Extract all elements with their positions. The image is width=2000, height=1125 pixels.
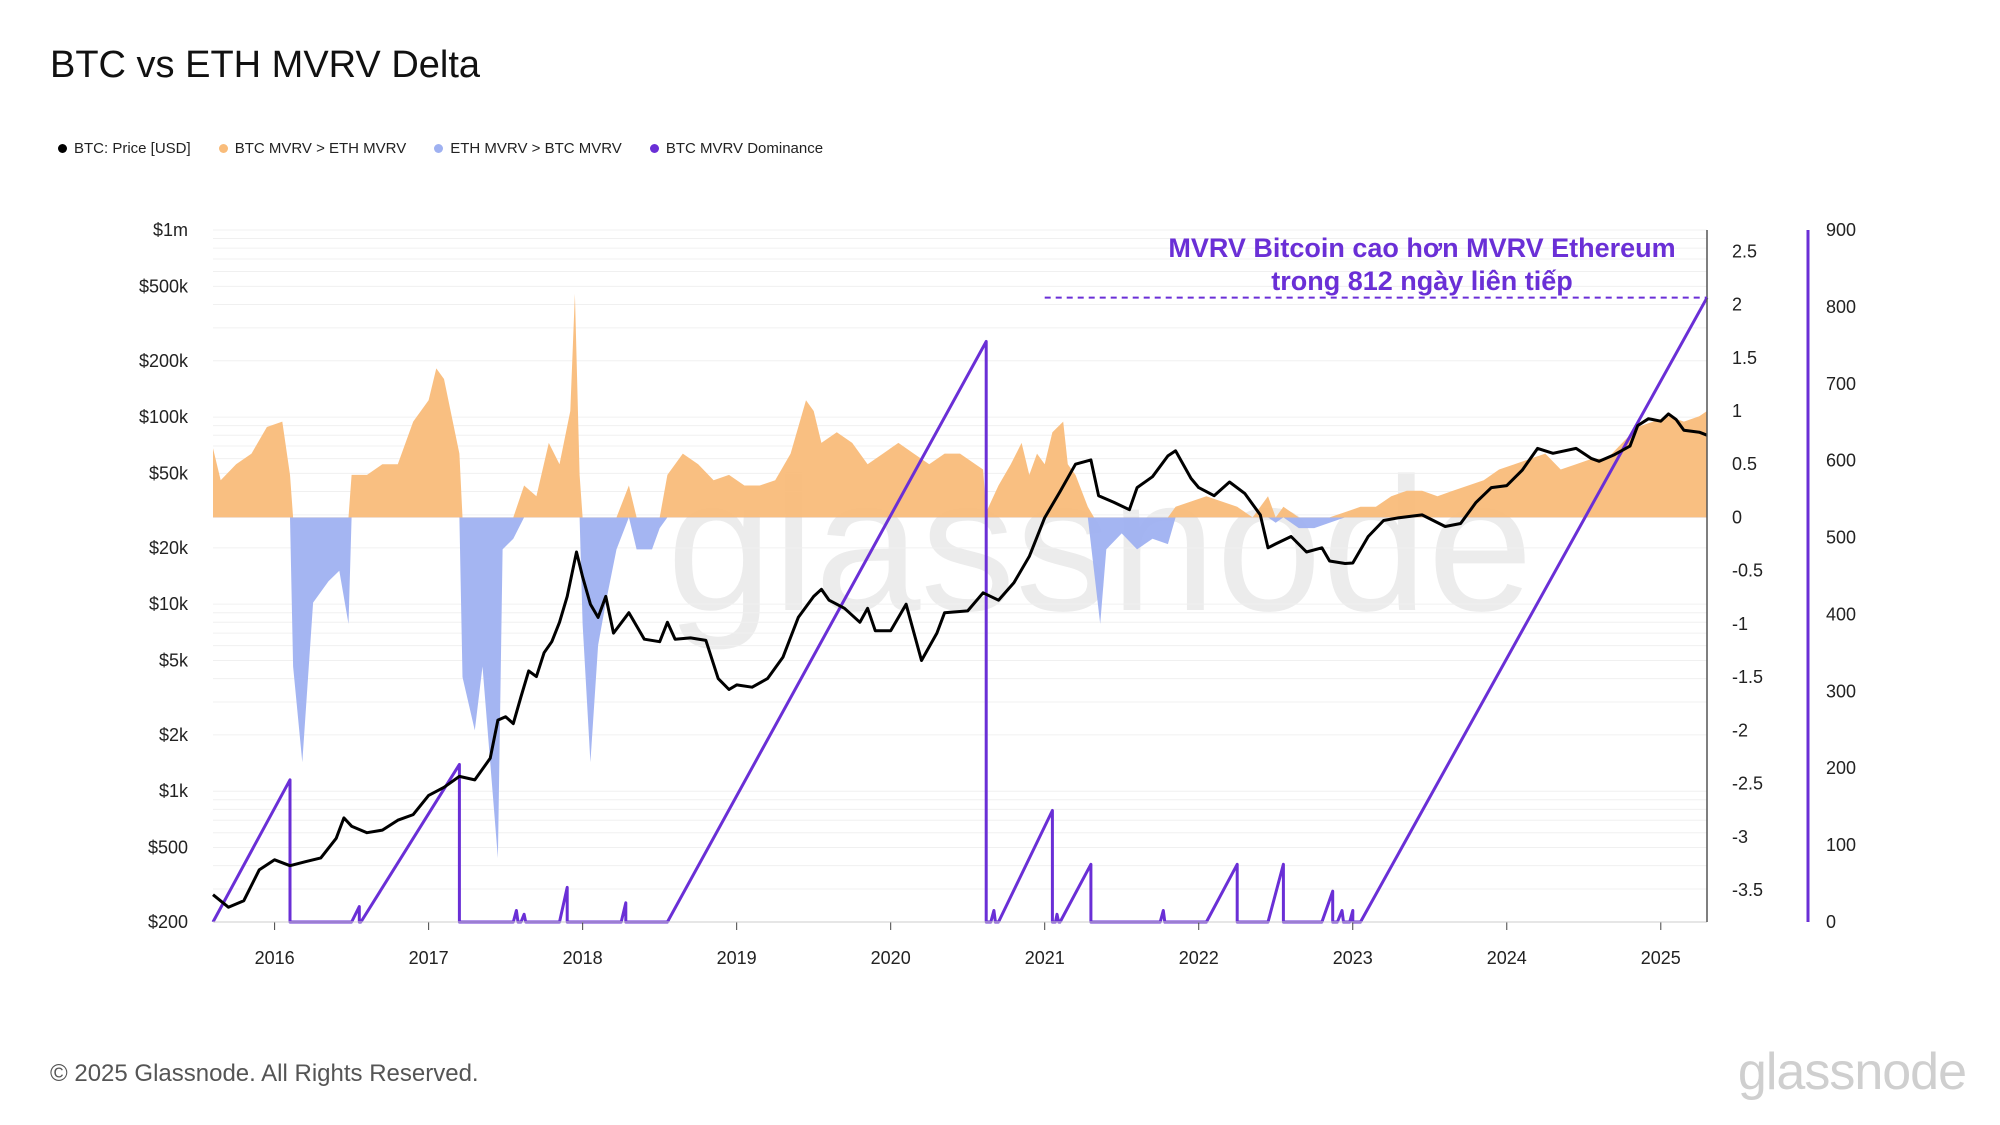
y-mid-tick-label: -1.5 xyxy=(1732,667,1763,687)
y-left-tick-label: $20k xyxy=(149,538,189,558)
y-mid-tick-label: 0 xyxy=(1732,507,1742,527)
price-series xyxy=(212,412,1708,909)
y-right-tick-label: 600 xyxy=(1826,451,1856,471)
y-left-tick-label: $1k xyxy=(159,781,189,801)
y-mid-tick-label: 1.5 xyxy=(1732,348,1757,368)
y-right-tick-label: 400 xyxy=(1826,604,1856,624)
y-mid-tick-label: 2 xyxy=(1732,295,1742,315)
x-tick-label: 2020 xyxy=(871,948,911,968)
y-mid-tick-label: -0.5 xyxy=(1732,561,1763,581)
y-left-tick-label: $10k xyxy=(149,594,189,614)
y-left-tick-label: $500 xyxy=(148,838,188,858)
legend-item-dominance[interactable]: BTC MVRV Dominance xyxy=(649,140,824,157)
x-tick-label: 2017 xyxy=(409,948,449,968)
x-tick-label: 2024 xyxy=(1487,948,1527,968)
y-right-tick-label: 0 xyxy=(1826,912,1836,932)
brand-logo: glassnode xyxy=(1737,1043,1967,1101)
legend-label-btc-gt-eth: BTC MVRV > ETH MVRV xyxy=(234,140,407,157)
x-tick-label: 2022 xyxy=(1179,948,1219,968)
y-left-tick-label: $500k xyxy=(139,276,189,296)
y-left-tick-label: $100k xyxy=(139,407,189,427)
legend-dot-eth-gt-btc xyxy=(434,144,444,153)
mvrv-delta-area xyxy=(213,293,1707,859)
y-right-tick-label: 200 xyxy=(1826,758,1856,778)
chart-title: BTC vs ETH MVRV Delta xyxy=(50,44,481,86)
copyright-footer: © 2025 Glassnode. All Rights Reserved. xyxy=(50,1060,479,1087)
y-right-tick-label: 900 xyxy=(1826,220,1856,240)
price-line xyxy=(212,412,1708,909)
legend-dot-price xyxy=(58,144,67,153)
y-left-tick-label: $200k xyxy=(139,351,189,371)
y-left-tick-label: $50k xyxy=(149,463,189,483)
x-tick-label: 2016 xyxy=(255,948,295,968)
x-tick-label: 2019 xyxy=(717,948,757,968)
y-left-tick-label: $200 xyxy=(148,912,188,932)
y-mid-tick-label: 1 xyxy=(1732,401,1742,421)
y-right-tick-label: 800 xyxy=(1826,297,1856,317)
legend-label-price: BTC: Price [USD] xyxy=(74,140,191,157)
x-tick-label: 2018 xyxy=(563,948,603,968)
legend: BTC: Price [USD] BTC MVRV > ETH MVRV ETH… xyxy=(58,140,823,157)
legend-item-price[interactable]: BTC: Price [USD] xyxy=(58,140,191,157)
axes: $200 $500 $1k $2k $5k $10k $20k $50k $100k $200k $… xyxy=(139,220,1856,968)
y-mid-tick-label: -3.5 xyxy=(1732,880,1763,900)
x-tick-label: 2025 xyxy=(1641,948,1681,968)
annotation-line-1: MVRV Bitcoin cao hơn MVRV Ethereum xyxy=(1168,233,1675,263)
y-right-tick-label: 100 xyxy=(1826,835,1856,855)
x-tick-label: 2021 xyxy=(1025,948,1065,968)
legend-item-btc-gt-eth[interactable]: BTC MVRV > ETH MVRV xyxy=(218,140,407,157)
y-right-tick-label: 300 xyxy=(1826,681,1856,701)
y-right-tick-label: 700 xyxy=(1826,374,1856,394)
eth-gt-btc-area xyxy=(213,517,1707,859)
btc-gt-eth-area xyxy=(213,293,1707,518)
y-mid-tick-label: -2 xyxy=(1732,720,1748,740)
y-mid-tick-label: -3 xyxy=(1732,827,1748,847)
legend-dot-btc-gt-eth xyxy=(218,144,228,153)
y-mid-tick-label: -2.5 xyxy=(1732,774,1763,794)
annotation: MVRV Bitcoin cao hơn MVRV Ethereum trong… xyxy=(1044,233,1707,299)
y-mid-tick-label: -1 xyxy=(1732,614,1748,634)
legend-label-eth-gt-btc: ETH MVRV > BTC MVRV xyxy=(450,140,622,157)
y-left-tick-label: $1m xyxy=(153,220,188,240)
y-left-tick-label: $2k xyxy=(159,725,189,745)
x-tick-label: 2023 xyxy=(1333,948,1373,968)
legend-item-eth-gt-btc[interactable]: ETH MVRV > BTC MVRV xyxy=(434,140,622,157)
legend-dot-dominance xyxy=(649,144,659,153)
annotation-line-2: trong 812 ngày liên tiếp xyxy=(1271,266,1573,296)
y-mid-tick-label: 2.5 xyxy=(1732,241,1757,261)
y-right-tick-label: 500 xyxy=(1826,528,1856,548)
legend-label-dominance: BTC MVRV Dominance xyxy=(665,140,824,157)
y-mid-tick-label: 0.5 xyxy=(1732,454,1757,474)
y-left-tick-label: $5k xyxy=(159,650,189,670)
